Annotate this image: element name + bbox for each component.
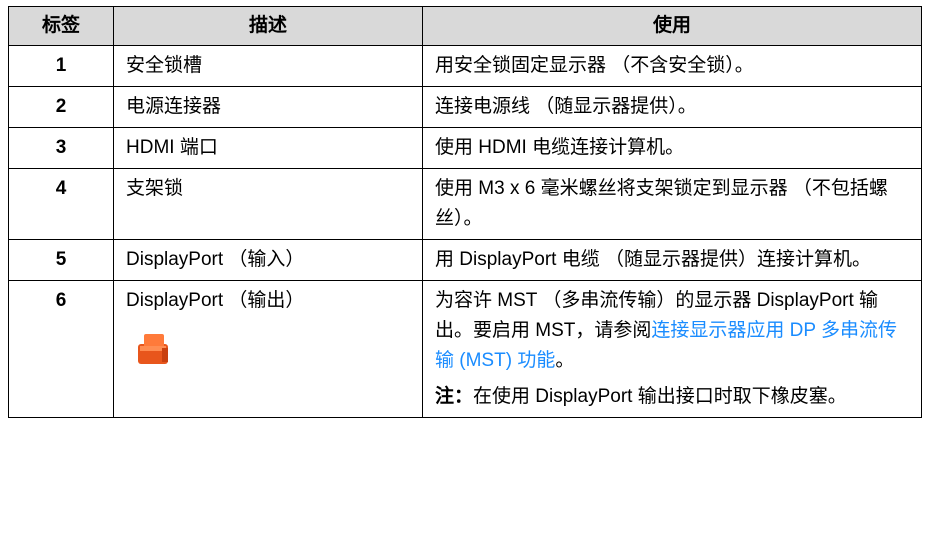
header-row: 标签 描述 使用 [8,6,922,46]
use-text-end: 。 [555,350,575,371]
desc-cell: DisplayPort （输入） [113,239,423,281]
use-text: 使用 HDMI 电缆连接计算机。 [435,137,685,158]
use-cell: 使用 M3 x 6 毫米螺丝将支架锁定到显示器 （不包括螺丝）。 [422,168,922,240]
desc-cell: 安全锁槽 [113,45,423,87]
table-row: 5 DisplayPort （输入） 用 DisplayPort 电缆 （随显示器提… [8,239,922,281]
use-text: 用 DisplayPort 电缆 （随显示器提供）连接计算机。 [435,249,871,270]
use-cell: 使用 HDMI 电缆连接计算机。 [422,127,922,169]
table-row: 1 安全锁槽 用安全锁固定显示器 （不含安全锁）。 [8,45,922,87]
rubber-plug-icon [138,334,168,364]
label-cell: 1 [8,45,114,87]
note-label: 注： [435,386,474,407]
note-text: 在使用 DisplayPort 输出接口时取下橡皮塞。 [473,386,847,407]
label-cell: 2 [8,86,114,128]
desc-cell: HDMI 端口 [113,127,423,169]
use-cell: 用 DisplayPort 电缆 （随显示器提供）连接计算机。 [422,239,922,281]
table-body: 1 安全锁槽 用安全锁固定显示器 （不含安全锁）。 2 电源连接器 连接电源线 （随显示器… [8,45,922,418]
label-cell: 4 [8,168,114,240]
desc-text: 电源连接器 [126,96,222,117]
use-text: 连接电源线 （随显示器提供）。 [435,96,697,117]
use-text: 用安全锁固定显示器 （不含安全锁）。 [435,55,754,76]
desc-cell: 电源连接器 [113,86,423,128]
cross-reference-link[interactable]: 连接显示器应用 DP 多串流传输 (MST) 功能 [435,320,897,371]
use-cell: 连接电源线 （随显示器提供）。 [422,86,922,128]
use-text: 为容许 MST （多串流传输）的显示器 DisplayPort 输出。要启用 M… [435,290,879,341]
desc-text: HDMI 端口 [126,137,218,158]
label-cell: 3 [8,127,114,169]
spec-table: 标签 描述 使用 1 安全锁槽 用安全锁固定显示器 （不含安全锁）。 2 电源连接器 连接… [8,6,922,418]
use-cell: 为容许 MST （多串流传输）的显示器 DisplayPort 输出。要启用 M… [422,280,922,418]
desc-cell: 支架锁 [113,168,423,240]
header-cell: 描述 [113,6,423,46]
label-cell: 6 [8,280,114,418]
header-cell: 标签 [8,6,114,46]
label-cell: 5 [8,239,114,281]
desc-text: DisplayPort （输出） [126,290,305,311]
desc-cell: DisplayPort （输出） [113,280,423,418]
table-row: 2 电源连接器 连接电源线 （随显示器提供）。 [8,86,922,128]
use-text: 使用 M3 x 6 毫米螺丝将支架锁定到显示器 （不包括螺丝）。 [435,178,888,229]
table-row: 6 DisplayPort （输出） 为容许 MST （多串流传输）的显示器 Dis… [8,280,922,418]
use-cell: 用安全锁固定显示器 （不含安全锁）。 [422,45,922,87]
desc-text: 支架锁 [126,178,184,199]
table-row: 3 HDMI 端口 使用 HDMI 电缆连接计算机。 [8,127,922,169]
desc-text: DisplayPort （输入） [126,249,305,270]
note-paragraph: 注：在使用 DisplayPort 输出接口时取下橡皮塞。 [435,382,909,412]
header-cell: 使用 [422,6,922,46]
table-row: 4 支架锁 使用 M3 x 6 毫米螺丝将支架锁定到显示器 （不包括螺丝）。 [8,168,922,240]
use-paragraph: 为容许 MST （多串流传输）的显示器 DisplayPort 输出。要启用 M… [435,286,909,376]
desc-text: 安全锁槽 [126,55,203,76]
